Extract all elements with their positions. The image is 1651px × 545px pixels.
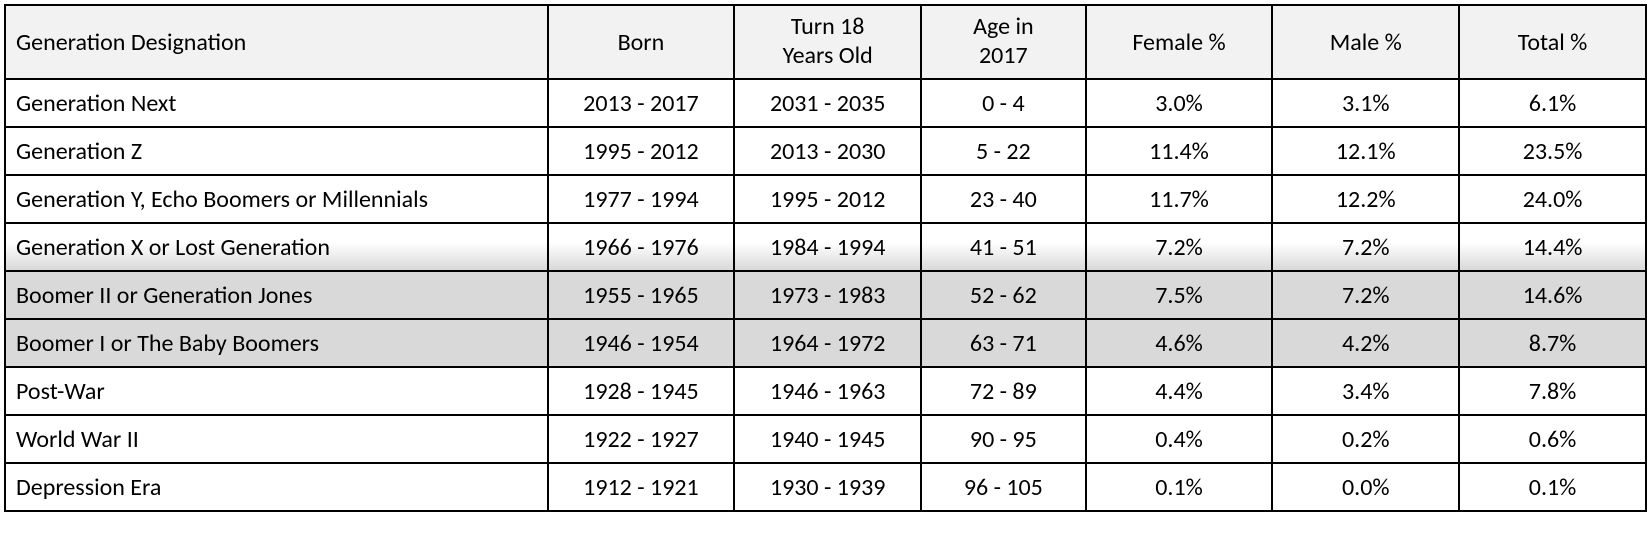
- cell-female: 0.4%: [1086, 415, 1273, 463]
- cell-born: 1912 - 1921: [548, 463, 735, 511]
- header-turn18: Turn 18Years Old: [734, 5, 921, 79]
- generations-table: Generation Designation Born Turn 18Years…: [4, 4, 1647, 512]
- cell-turn18: 2031 - 2035: [734, 79, 921, 127]
- cell-born: 1955 - 1965: [548, 271, 735, 319]
- cell-designation: Boomer I or The Baby Boomers: [5, 319, 548, 367]
- table-row: Generation Next2013 - 20172031 - 20350 -…: [5, 79, 1646, 127]
- cell-age: 0 - 4: [921, 79, 1086, 127]
- cell-designation: Boomer II or Generation Jones: [5, 271, 548, 319]
- cell-female: 3.0%: [1086, 79, 1273, 127]
- cell-total: 6.1%: [1459, 79, 1646, 127]
- cell-total: 0.6%: [1459, 415, 1646, 463]
- cell-male: 0.2%: [1272, 415, 1459, 463]
- cell-designation: Depression Era: [5, 463, 548, 511]
- cell-designation: Generation Next: [5, 79, 548, 127]
- cell-female: 11.4%: [1086, 127, 1273, 175]
- cell-total: 24.0%: [1459, 175, 1646, 223]
- cell-designation: Generation X or Lost Generation: [5, 223, 548, 271]
- cell-turn18: 1984 - 1994: [734, 223, 921, 271]
- cell-age: 52 - 62: [921, 271, 1086, 319]
- table-row: Generation Z1995 - 20122013 - 20305 - 22…: [5, 127, 1646, 175]
- cell-turn18: 1946 - 1963: [734, 367, 921, 415]
- cell-turn18: 1940 - 1945: [734, 415, 921, 463]
- cell-turn18: 1930 - 1939: [734, 463, 921, 511]
- cell-turn18: 2013 - 2030: [734, 127, 921, 175]
- cell-total: 0.1%: [1459, 463, 1646, 511]
- cell-male: 7.2%: [1272, 223, 1459, 271]
- header-designation: Generation Designation: [5, 5, 548, 79]
- cell-male: 0.0%: [1272, 463, 1459, 511]
- cell-male: 3.4%: [1272, 367, 1459, 415]
- cell-male: 3.1%: [1272, 79, 1459, 127]
- table-row: Boomer II or Generation Jones1955 - 1965…: [5, 271, 1646, 319]
- cell-born: 1977 - 1994: [548, 175, 735, 223]
- cell-designation: Generation Z: [5, 127, 548, 175]
- cell-age: 90 - 95: [921, 415, 1086, 463]
- cell-male: 12.1%: [1272, 127, 1459, 175]
- cell-turn18: 1995 - 2012: [734, 175, 921, 223]
- header-female: Female %: [1086, 5, 1273, 79]
- table-row: Post-War1928 - 19451946 - 196372 - 894.4…: [5, 367, 1646, 415]
- cell-designation: World War II: [5, 415, 548, 463]
- cell-female: 7.5%: [1086, 271, 1273, 319]
- header-male: Male %: [1272, 5, 1459, 79]
- cell-male: 12.2%: [1272, 175, 1459, 223]
- cell-total: 23.5%: [1459, 127, 1646, 175]
- table-header-row: Generation Designation Born Turn 18Years…: [5, 5, 1646, 79]
- cell-born: 1922 - 1927: [548, 415, 735, 463]
- cell-born: 1946 - 1954: [548, 319, 735, 367]
- cell-age: 23 - 40: [921, 175, 1086, 223]
- cell-designation: Generation Y, Echo Boomers or Millennial…: [5, 175, 548, 223]
- cell-turn18: 1973 - 1983: [734, 271, 921, 319]
- header-total: Total %: [1459, 5, 1646, 79]
- cell-age: 5 - 22: [921, 127, 1086, 175]
- cell-total: 8.7%: [1459, 319, 1646, 367]
- cell-male: 7.2%: [1272, 271, 1459, 319]
- cell-female: 4.6%: [1086, 319, 1273, 367]
- cell-age: 72 - 89: [921, 367, 1086, 415]
- cell-total: 14.4%: [1459, 223, 1646, 271]
- cell-total: 7.8%: [1459, 367, 1646, 415]
- cell-female: 0.1%: [1086, 463, 1273, 511]
- cell-born: 1966 - 1976: [548, 223, 735, 271]
- cell-male: 4.2%: [1272, 319, 1459, 367]
- cell-designation: Post-War: [5, 367, 548, 415]
- table-row: Boomer I or The Baby Boomers1946 - 19541…: [5, 319, 1646, 367]
- cell-born: 1995 - 2012: [548, 127, 735, 175]
- cell-total: 14.6%: [1459, 271, 1646, 319]
- cell-age: 41 - 51: [921, 223, 1086, 271]
- cell-female: 7.2%: [1086, 223, 1273, 271]
- cell-born: 1928 - 1945: [548, 367, 735, 415]
- table-row: Generation Y, Echo Boomers or Millennial…: [5, 175, 1646, 223]
- table-row: Generation X or Lost Generation1966 - 19…: [5, 223, 1646, 271]
- cell-female: 11.7%: [1086, 175, 1273, 223]
- cell-born: 2013 - 2017: [548, 79, 735, 127]
- cell-age: 96 - 105: [921, 463, 1086, 511]
- cell-female: 4.4%: [1086, 367, 1273, 415]
- header-born: Born: [548, 5, 735, 79]
- table-body: Generation Next2013 - 20172031 - 20350 -…: [5, 79, 1646, 511]
- cell-turn18: 1964 - 1972: [734, 319, 921, 367]
- table-row: Depression Era1912 - 19211930 - 193996 -…: [5, 463, 1646, 511]
- table-row: World War II1922 - 19271940 - 194590 - 9…: [5, 415, 1646, 463]
- header-age: Age in2017: [921, 5, 1086, 79]
- cell-age: 63 - 71: [921, 319, 1086, 367]
